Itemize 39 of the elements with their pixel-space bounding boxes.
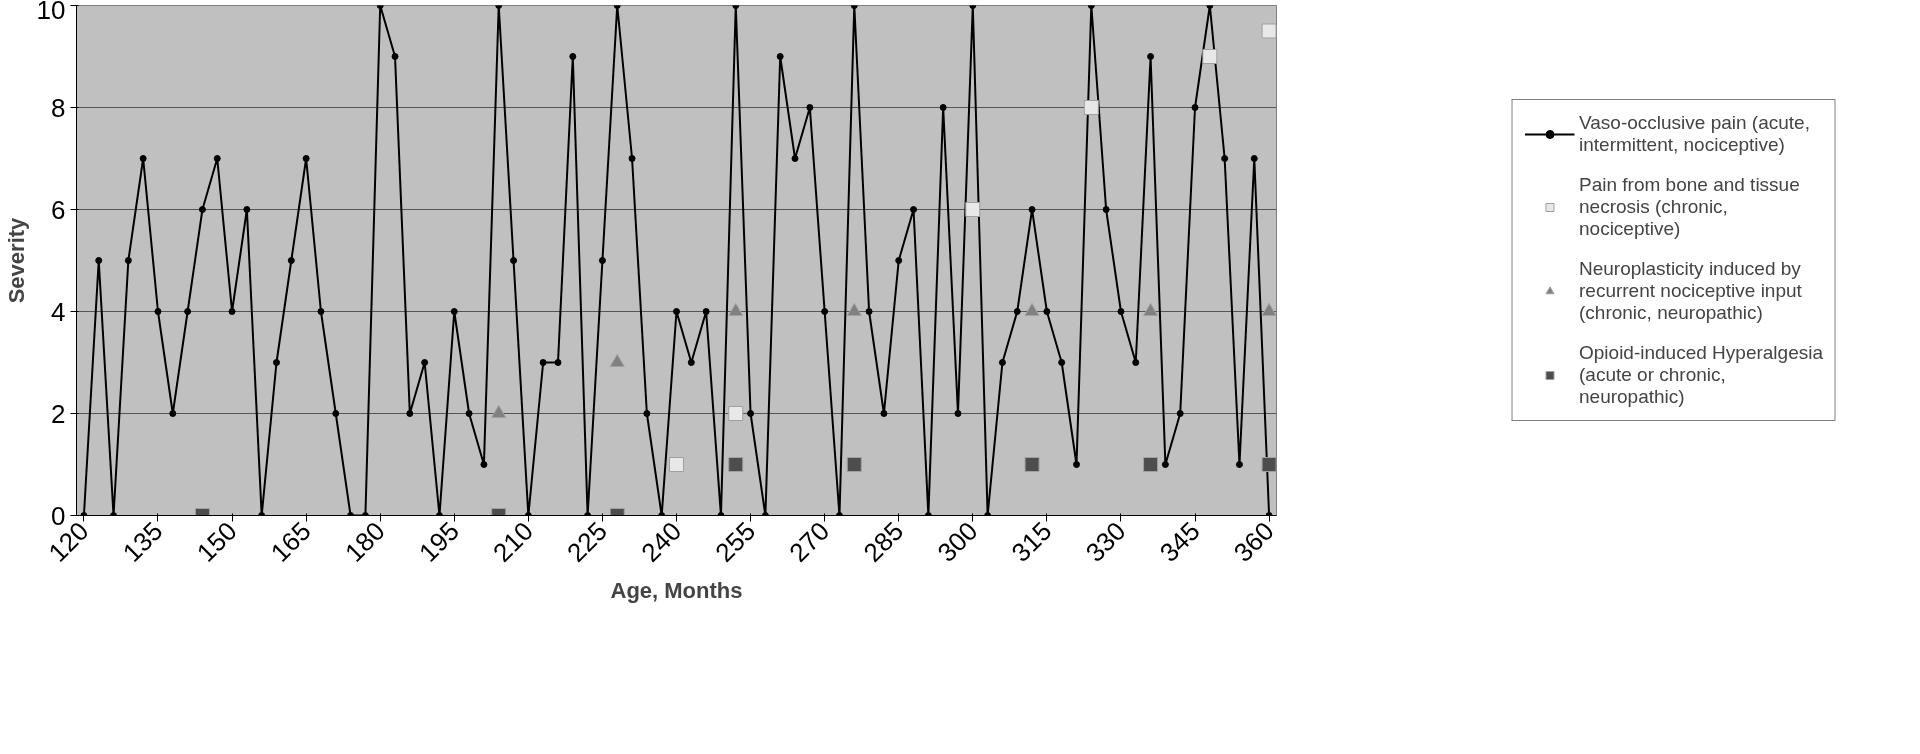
legend-label: Vaso-occlusive pain (acute, intermittent, nociceptive) — [1579, 112, 1810, 156]
x-tick-label: 135 — [116, 515, 169, 568]
point — [1024, 302, 1040, 317]
point — [846, 302, 862, 317]
point — [1083, 100, 1099, 115]
x-tick-label: 330 — [1079, 515, 1132, 568]
point — [1143, 302, 1159, 317]
x-tick-label: 240 — [635, 515, 688, 568]
point — [1261, 302, 1277, 317]
y-tick-label: 0 — [51, 500, 66, 531]
y-tick-label: 8 — [51, 92, 66, 123]
legend-label: Neuroplasticity induced by recurrent nociceptive input (chronic, neuropathic) — [1579, 258, 1802, 324]
point — [609, 353, 625, 368]
y-axis-title: Severity — [3, 216, 29, 304]
x-tick-label: 360 — [1227, 515, 1280, 568]
x-tick-label: 180 — [338, 515, 391, 568]
x-tick-label: 300 — [931, 515, 984, 568]
point — [728, 302, 744, 317]
y-tick-label: 4 — [51, 296, 66, 327]
point — [1261, 23, 1277, 39]
legend-label: Opioid-induced Hyperalgesia (acute or chronic, neuropathic) — [1579, 342, 1823, 408]
x-tick-label: 165 — [264, 515, 317, 568]
legend-label: Pain from bone and tissue necrosis (chronic, nociceptive) — [1579, 174, 1800, 240]
x-axis-title: Age, Months — [610, 577, 743, 603]
x-tick-label: 195 — [413, 515, 465, 568]
y-tick-label: 2 — [51, 398, 66, 429]
y-tick-label: 10 — [36, 0, 66, 25]
x-tick-label: 315 — [1005, 515, 1058, 568]
x-tick-label: 345 — [1153, 515, 1206, 568]
x-tick-label: 285 — [857, 515, 910, 568]
point — [965, 202, 981, 217]
x-tick-label: 255 — [709, 515, 762, 568]
point — [1202, 49, 1218, 64]
point — [491, 404, 507, 419]
x-tick-label: 210 — [487, 515, 539, 568]
x-tick-label: 270 — [783, 515, 836, 568]
x-tick-label: 150 — [190, 515, 243, 568]
y-tick-label: 6 — [51, 194, 66, 225]
x-tick-label: 225 — [561, 515, 614, 568]
